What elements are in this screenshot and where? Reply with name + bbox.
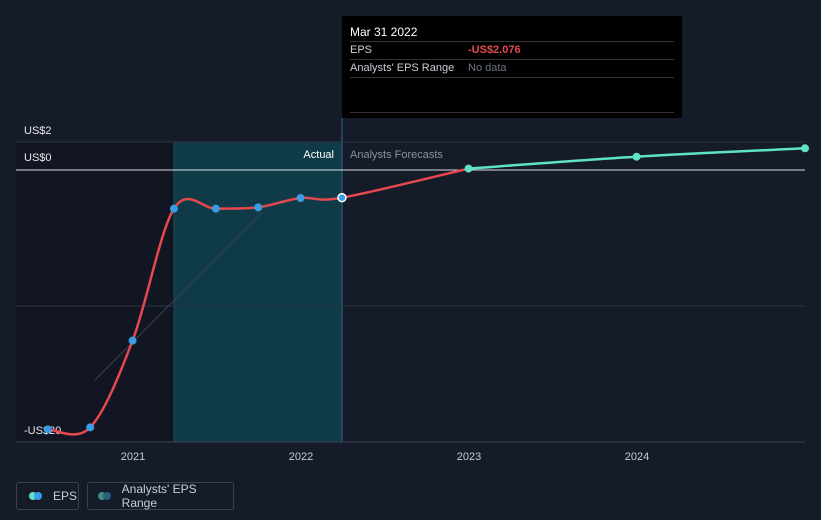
tooltip-eps-row: EPS -US$2.076: [350, 42, 674, 60]
x-tick-label-2023: 2023: [457, 451, 481, 463]
tooltip-range-label: Analysts' EPS Range: [350, 62, 455, 74]
forecast-label: Analysts Forecasts: [350, 149, 443, 161]
eps-forecast-point: [464, 164, 473, 173]
tooltip-eps-label: EPS: [350, 44, 373, 56]
highlight-band: [174, 142, 342, 442]
eps-legend-dots-icon: [29, 492, 45, 500]
tooltip-range-value: No data: [468, 62, 507, 74]
x-tick-label-2024: 2024: [625, 451, 649, 463]
eps-forecast-point: [801, 144, 809, 153]
past-shade: [16, 142, 174, 442]
tooltip-date: Mar 31 2022: [350, 24, 674, 42]
legend-range-label: Analysts' EPS Range: [121, 482, 197, 510]
tooltip-spacer: [350, 78, 674, 113]
eps-actual-point: [296, 194, 305, 202]
actual-label: Actual: [303, 149, 334, 161]
x-tick-label-2022: 2022: [289, 451, 313, 463]
y-tick-label-0: US$0: [24, 152, 52, 164]
range-legend-dots-icon: [98, 492, 114, 500]
y-tick-label-neg20: -US$20: [24, 425, 61, 437]
eps-actual-point: [211, 204, 220, 213]
y-tick-label-2: US$2: [24, 125, 52, 137]
eps-highlight-point: [337, 192, 347, 203]
series-layer: [43, 144, 809, 436]
legend-range-button[interactable]: Analysts' EPS Range: [87, 482, 234, 510]
faint-trend-line: [94, 211, 263, 381]
eps-actual-point: [128, 336, 137, 345]
eps-forecast-point: [632, 152, 641, 161]
eps-actual-point: [43, 425, 52, 434]
x-tick-label-2021: 2021: [121, 451, 145, 463]
legend-eps-label: EPS: [53, 489, 78, 503]
eps-actual-point: [86, 423, 95, 432]
legend-eps-button[interactable]: EPS: [16, 482, 79, 510]
eps-actual-point: [169, 204, 178, 213]
tooltip-eps-value: -US$2.076: [468, 44, 521, 56]
tooltip: Mar 31 2022 EPS -US$2.076 Analysts' EPS …: [342, 16, 682, 118]
tooltip-range-row: Analysts' EPS Range No data: [350, 60, 674, 78]
eps-actual-point: [254, 203, 263, 212]
